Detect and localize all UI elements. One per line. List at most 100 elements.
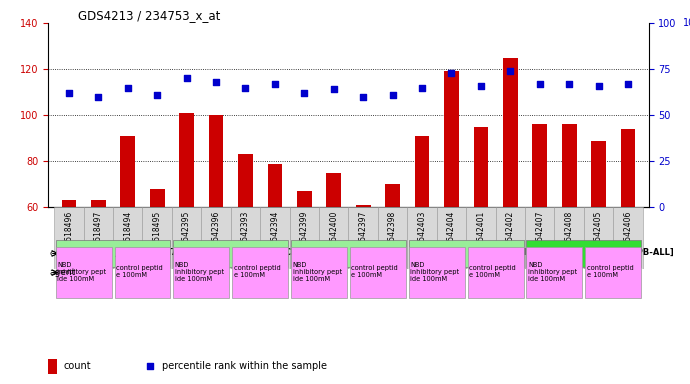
Text: KOPT-K: KOPT-K: [351, 248, 385, 257]
Text: GSM518497: GSM518497: [94, 210, 103, 257]
Bar: [585, 247, 641, 298]
Bar: [173, 240, 288, 267]
Text: JCRB0033 [CEM]: JCRB0033 [CEM]: [234, 248, 309, 257]
Bar: [591, 141, 606, 207]
Bar: [385, 184, 400, 207]
Bar: [444, 71, 459, 207]
Bar: [473, 127, 489, 207]
Text: NBD
inhibitory pept
ide 100mM: NBD inhibitory pept ide 100mM: [175, 262, 224, 281]
Point: [328, 86, 339, 93]
Bar: [201, 207, 230, 269]
Bar: [408, 240, 524, 267]
Text: GSM518496: GSM518496: [64, 210, 73, 257]
Bar: [495, 207, 525, 269]
Point: [475, 83, 486, 89]
Bar: [230, 207, 260, 269]
Point: [534, 81, 545, 87]
Bar: [142, 207, 172, 269]
Point: [122, 84, 133, 91]
Bar: [120, 136, 135, 207]
Bar: [468, 247, 524, 298]
Point: [622, 81, 633, 87]
Text: GSM518494: GSM518494: [124, 210, 132, 257]
Bar: [356, 205, 371, 207]
Point: [417, 84, 428, 91]
Bar: [437, 207, 466, 269]
Bar: [238, 154, 253, 207]
Bar: [620, 129, 635, 207]
Bar: [56, 247, 112, 298]
Bar: [260, 207, 290, 269]
Bar: [319, 207, 348, 269]
Text: control peptid
e 100mM: control peptid e 100mM: [586, 265, 633, 278]
Point: [181, 75, 192, 81]
Text: GSM542398: GSM542398: [388, 210, 397, 257]
Bar: [91, 200, 106, 207]
Bar: [61, 200, 77, 207]
Bar: [525, 207, 555, 269]
Bar: [150, 189, 164, 207]
Bar: [56, 240, 170, 267]
Text: ACC525 [DND41]: ACC525 [DND41]: [469, 248, 549, 257]
Bar: [407, 207, 437, 269]
Bar: [348, 207, 378, 269]
Bar: [584, 207, 613, 269]
Text: JCRB0086 [TALL-1]: JCRB0086 [TALL-1]: [116, 248, 204, 257]
Text: agent: agent: [50, 268, 76, 277]
Point: [92, 94, 104, 100]
Text: GSM542404: GSM542404: [447, 210, 456, 257]
Text: GSM542394: GSM542394: [270, 210, 279, 257]
Bar: [113, 207, 142, 269]
Text: cell line: cell line: [50, 249, 85, 258]
Point: [357, 94, 368, 100]
Bar: [268, 164, 282, 207]
Bar: [466, 207, 495, 269]
Point: [63, 90, 75, 96]
Text: GSM542397: GSM542397: [359, 210, 368, 257]
Text: GSM542405: GSM542405: [594, 210, 603, 257]
Bar: [350, 247, 406, 298]
Text: GSM542407: GSM542407: [535, 210, 544, 257]
Text: GSM542396: GSM542396: [212, 210, 221, 257]
Text: GSM542395: GSM542395: [182, 210, 191, 257]
Bar: [290, 207, 319, 269]
Text: ACC483 [HPB-ALL]: ACC483 [HPB-ALL]: [586, 248, 673, 257]
Bar: [526, 240, 641, 267]
Point: [269, 81, 280, 87]
Point: [387, 92, 398, 98]
Point: [210, 79, 221, 85]
Text: GSM542393: GSM542393: [241, 210, 250, 257]
Bar: [173, 247, 229, 298]
Bar: [533, 124, 547, 207]
Text: NBD
inhibitory pept
ide 100mM: NBD inhibitory pept ide 100mM: [411, 262, 460, 281]
Text: GDS4213 / 234753_x_at: GDS4213 / 234753_x_at: [79, 9, 221, 22]
Text: NBD
inhibitory pept
ide 100mM: NBD inhibitory pept ide 100mM: [293, 262, 342, 281]
Text: control peptid
e 100mM: control peptid e 100mM: [116, 265, 163, 278]
Bar: [48, 359, 57, 374]
Bar: [326, 173, 341, 207]
Bar: [555, 207, 584, 269]
Text: GSM542403: GSM542403: [417, 210, 426, 257]
Bar: [503, 58, 518, 207]
Point: [145, 363, 156, 369]
Point: [446, 70, 457, 76]
Point: [593, 83, 604, 89]
Point: [240, 84, 251, 91]
Bar: [115, 247, 170, 298]
Text: GSM542401: GSM542401: [476, 210, 485, 257]
Bar: [208, 115, 224, 207]
Text: NBD
inhibitory pept
ide 100mM: NBD inhibitory pept ide 100mM: [528, 262, 577, 281]
Bar: [526, 247, 582, 298]
Text: percentile rank within the sample: percentile rank within the sample: [162, 361, 327, 371]
Y-axis label: 100%: 100%: [683, 18, 690, 28]
Text: GSM542408: GSM542408: [564, 210, 573, 257]
Text: control peptid
e 100mM: control peptid e 100mM: [469, 265, 516, 278]
Point: [505, 68, 516, 74]
Bar: [613, 207, 642, 269]
Text: GSM518495: GSM518495: [152, 210, 161, 257]
Bar: [83, 207, 113, 269]
Text: count: count: [63, 361, 91, 371]
Text: GSM542399: GSM542399: [300, 210, 309, 257]
Bar: [233, 247, 288, 298]
Bar: [172, 207, 201, 269]
